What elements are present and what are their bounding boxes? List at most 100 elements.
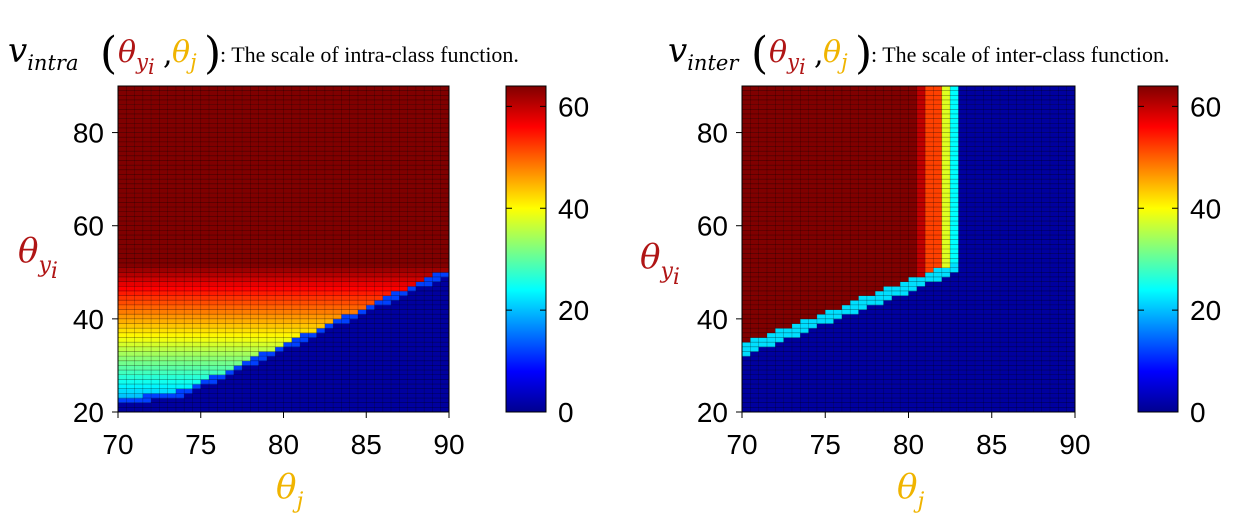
heatmap-cell	[800, 314, 809, 320]
heatmap-cell	[134, 99, 144, 105]
heatmap-cell	[291, 388, 301, 394]
heatmap-cell	[233, 351, 243, 357]
heatmap-cell	[184, 328, 193, 334]
heatmap-cell	[159, 225, 168, 231]
heatmap-cell	[333, 183, 342, 189]
heatmap-cell	[916, 300, 926, 306]
heatmap-cell	[850, 398, 859, 403]
heatmap-cell	[950, 104, 959, 110]
heatmap-cell	[349, 276, 359, 282]
heatmap-cell	[324, 221, 334, 227]
heatmap-cell	[866, 99, 876, 105]
heatmap-cell	[891, 346, 901, 352]
heatmap-cell	[374, 188, 384, 194]
heatmap-cell	[800, 407, 809, 413]
heatmap-cell	[217, 86, 226, 91]
heatmap-cell	[275, 384, 284, 390]
heatmap-cell	[941, 109, 951, 115]
heatmap-cell	[415, 104, 425, 110]
heatmap-cell	[134, 384, 144, 390]
heatmap-cell	[357, 86, 367, 91]
heatmap-cell	[891, 304, 901, 310]
heatmap-cell	[167, 342, 177, 348]
heatmap-cell	[126, 304, 135, 310]
heatmap-cell	[283, 286, 293, 292]
heatmap-cell	[192, 113, 202, 119]
heatmap-cell	[866, 407, 876, 413]
heatmap-cell	[374, 393, 384, 399]
heatmap-cell	[366, 95, 375, 101]
heatmap-cell	[192, 132, 202, 138]
heatmap-cell	[958, 402, 968, 408]
heatmap-cell	[391, 360, 400, 366]
heatmap-cell	[750, 356, 759, 362]
heatmap-cell	[933, 99, 943, 105]
heatmap-cell	[349, 323, 359, 329]
heatmap-cell	[742, 318, 751, 324]
heatmap-cell	[275, 141, 284, 147]
heatmap-cell	[900, 235, 909, 240]
heatmap-cell	[225, 346, 235, 352]
heatmap-cell	[341, 276, 351, 282]
heatmap-cell	[126, 137, 135, 143]
heatmap-cell	[858, 109, 868, 115]
heatmap-cell	[283, 402, 293, 408]
heatmap-cell	[184, 95, 193, 101]
heatmap-cell	[242, 235, 251, 240]
heatmap-cell	[217, 244, 226, 250]
heatmap-cell	[283, 272, 293, 278]
heatmap-cell	[816, 342, 826, 348]
heatmap-cell	[850, 127, 859, 133]
heatmap-cell	[966, 221, 976, 227]
heatmap-cell	[349, 384, 359, 390]
heatmap-cell	[374, 197, 384, 203]
heatmap-cell	[866, 225, 876, 231]
heatmap-cell	[850, 211, 859, 217]
heatmap-cell	[875, 165, 884, 171]
heatmap-cell	[975, 239, 984, 245]
heatmap-cell	[766, 258, 776, 264]
heatmap-cell	[916, 104, 926, 110]
heatmap-cell	[324, 244, 334, 250]
heatmap-cell	[233, 342, 243, 348]
heatmap-cell	[415, 314, 425, 320]
heatmap-cell	[916, 370, 926, 376]
heatmap-cell	[415, 258, 425, 264]
heatmap-cell	[407, 304, 417, 310]
heatmap-cell	[374, 132, 384, 138]
heatmap-cell	[816, 137, 826, 143]
heatmap-cell	[349, 99, 359, 105]
heatmap-cell	[250, 146, 259, 152]
heatmap-cell	[333, 388, 342, 394]
heatmap-cell	[925, 160, 934, 166]
heatmap-cell	[758, 188, 768, 194]
heatmap-cell	[432, 272, 442, 278]
heatmap-cell	[374, 295, 384, 301]
heatmap-cell	[925, 332, 934, 338]
heatmap-cell	[791, 249, 801, 254]
heatmap-cell	[415, 384, 425, 390]
heatmap-cell	[833, 225, 843, 231]
heatmap-cell	[891, 388, 901, 394]
heatmap-cell	[808, 216, 818, 222]
heatmap-cell	[825, 165, 834, 171]
heatmap-cell	[833, 323, 843, 329]
heatmap-cell	[883, 86, 893, 91]
caption-subscript: inter	[687, 51, 740, 75]
heatmap-cell	[233, 174, 243, 180]
heatmap-cell	[816, 202, 826, 208]
heatmap-cell	[266, 86, 276, 91]
heatmap-cell	[357, 398, 367, 403]
heatmap-cell	[841, 402, 851, 408]
heatmap-cell	[816, 337, 826, 343]
heatmap-cell	[866, 262, 876, 268]
heatmap-cell	[424, 346, 433, 352]
heatmap-cell	[399, 272, 408, 278]
heatmap-cell	[357, 402, 367, 408]
heatmap-cell	[808, 346, 818, 352]
heatmap-cell	[958, 174, 968, 180]
heatmap-cell	[424, 113, 433, 119]
heatmap-cell	[808, 132, 818, 138]
heatmap-cell	[341, 216, 351, 222]
heatmap-cell	[118, 141, 127, 147]
